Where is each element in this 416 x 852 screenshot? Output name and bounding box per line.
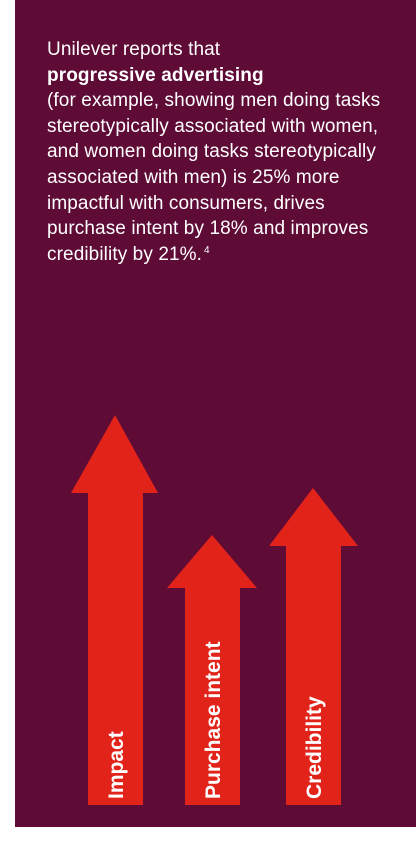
credibility-arrow [269, 488, 358, 805]
description-text: Unilever reports that progressive adverti… [47, 37, 387, 267]
purchase-intent-arrow [167, 535, 257, 805]
footnote-marker: 4 [204, 244, 210, 256]
credibility-label: Credibility [303, 696, 326, 799]
purchase-intent-label: Purchase intent [202, 641, 225, 799]
impact-label: Impact [105, 731, 128, 799]
intro-text: Unilever reports that [47, 39, 221, 60]
impact-arrow [71, 415, 158, 805]
body-text: (for example, showing men doing tasks st… [47, 90, 381, 265]
emphasis-text: progressive advertising [47, 64, 264, 86]
